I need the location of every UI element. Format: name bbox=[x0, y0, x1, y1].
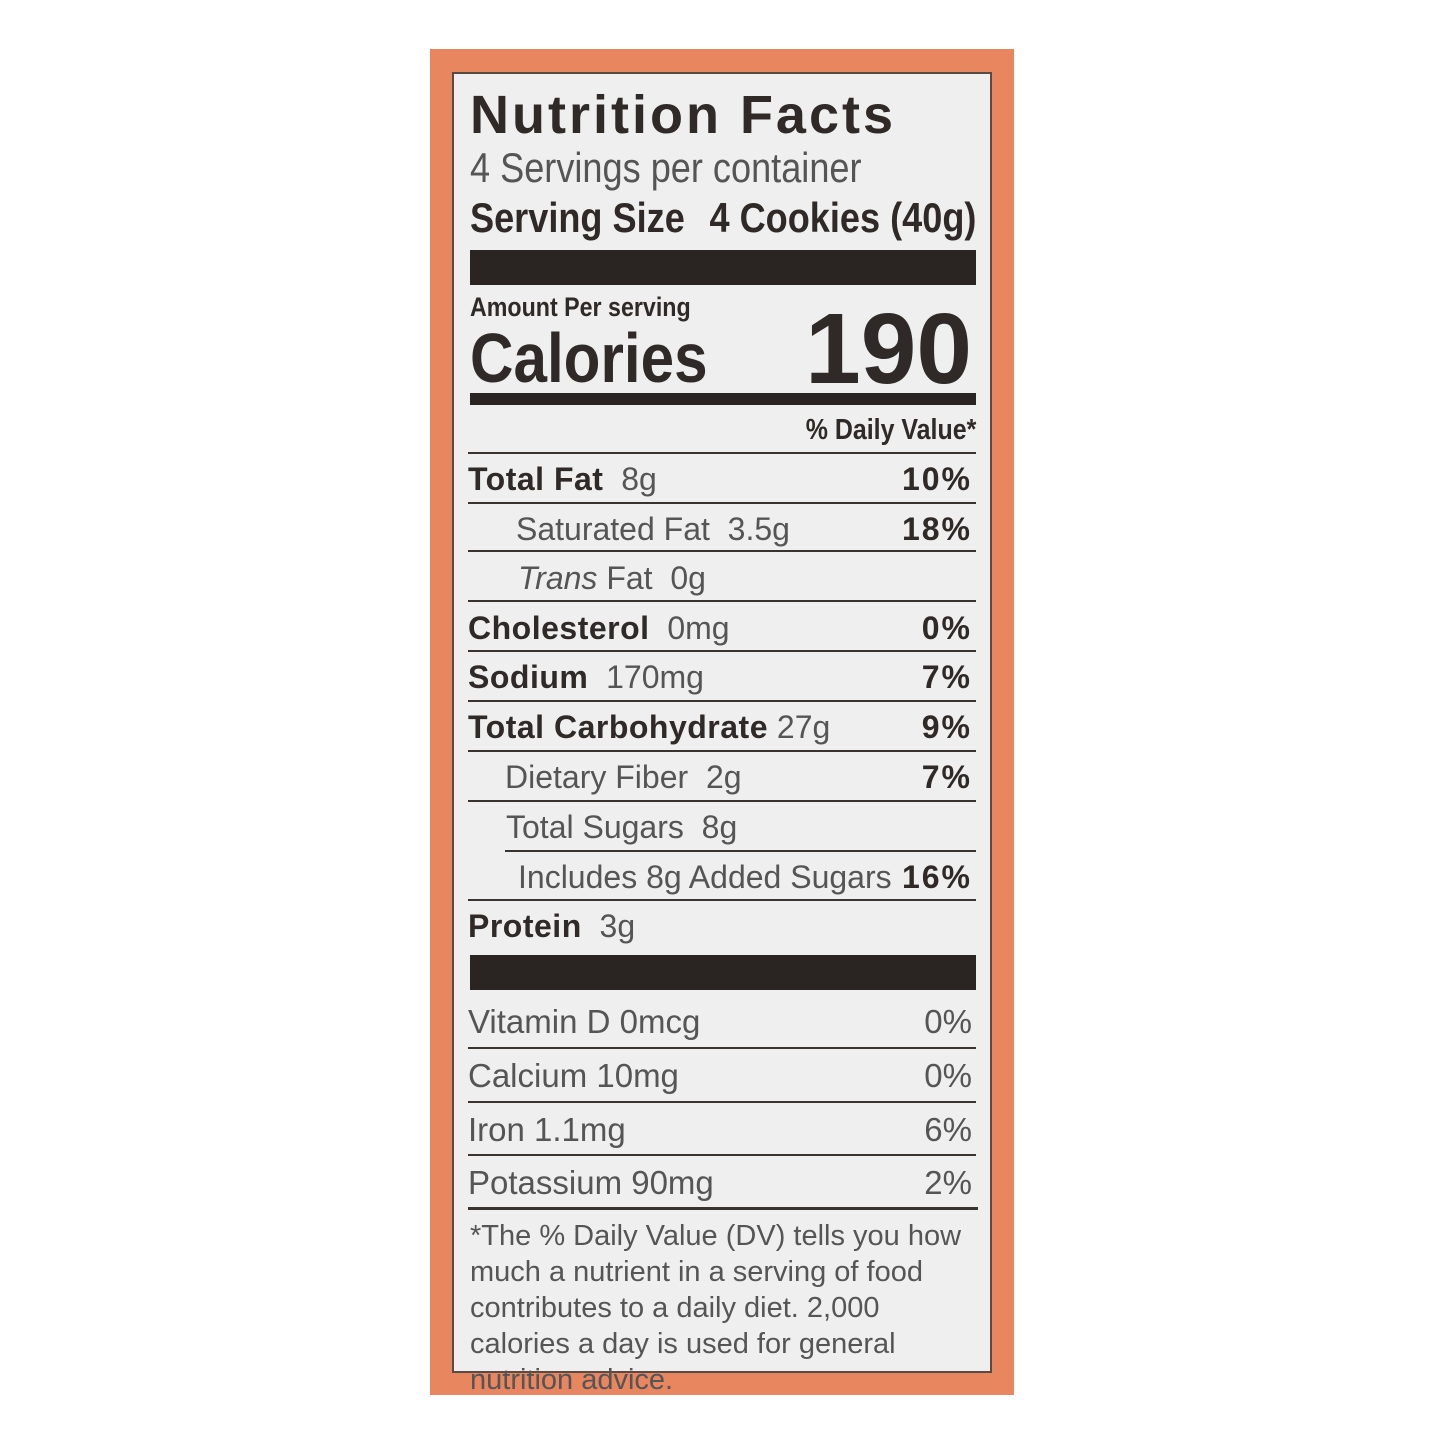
nutrient-name: Saturated Fat bbox=[516, 511, 710, 547]
vitamin-dv: 0% bbox=[924, 1057, 972, 1094]
thick-divider bbox=[470, 955, 976, 990]
daily-value-header: % Daily Value* bbox=[778, 414, 976, 447]
nutrient-amount: 8g bbox=[701, 809, 738, 845]
divider bbox=[468, 1047, 976, 1049]
vitamin-dv: 2% bbox=[924, 1164, 972, 1201]
nutrient-amount: 3.5g bbox=[727, 511, 790, 547]
nutrient-row-total-carbohydrate: Total Carbohydrate 27g 9% bbox=[468, 704, 972, 750]
nutrient-name: Trans Fat bbox=[468, 560, 653, 596]
nutrient-row-trans-fat: Trans Fat 0g bbox=[468, 555, 972, 601]
nutrient-dv: 18% bbox=[901, 511, 972, 547]
calories-label: Calories bbox=[470, 318, 746, 398]
nutrient-name: Protein bbox=[468, 908, 582, 944]
thick-divider bbox=[470, 250, 976, 285]
amount-text: Amount Per serving bbox=[470, 292, 691, 322]
nutrient-amount: 2g bbox=[705, 759, 742, 795]
nutrient-amount: 8g bbox=[621, 461, 657, 497]
nutrient-dv: 7% bbox=[921, 659, 972, 695]
vitamin-row-calcium: Calcium 10mg 0% bbox=[468, 1053, 974, 1099]
serving-size-label: Serving Size bbox=[470, 194, 685, 241]
nutrient-row-cholesterol: Cholesterol 0mg 0% bbox=[468, 605, 972, 651]
nutrient-row-dietary-fiber: Dietary Fiber 2g 7% bbox=[468, 754, 972, 800]
divider bbox=[468, 800, 976, 802]
servings-text: 4 Servings per container bbox=[470, 144, 862, 191]
nutrient-amount: 0mg bbox=[667, 610, 730, 646]
nutrient-amount: 27g bbox=[776, 709, 831, 745]
nutrient-row-protein: Protein 3g bbox=[468, 903, 972, 949]
divider bbox=[468, 1207, 978, 1210]
divider bbox=[468, 502, 976, 504]
vitamin-name: Potassium 90mg bbox=[468, 1164, 714, 1201]
title: Nutrition Facts bbox=[470, 85, 897, 145]
nutrient-dv: 9% bbox=[921, 709, 972, 745]
serving-size-row: Serving Size 4 Cookies (40g) bbox=[470, 194, 976, 242]
vitamin-row-iron: Iron 1.1mg 6% bbox=[468, 1107, 974, 1153]
nutrient-name: Total Carbohydrate bbox=[468, 709, 768, 745]
nutrient-name: Total Sugars bbox=[506, 809, 684, 845]
nutrient-dv: 16% bbox=[901, 859, 972, 895]
divider bbox=[468, 550, 976, 552]
dv-text: % Daily Value* bbox=[805, 414, 976, 446]
nutrient-amount: 170mg bbox=[606, 659, 704, 695]
nutrient-row-total-sugars: Total Sugars 8g bbox=[468, 804, 972, 850]
nutrient-name: Dietary Fiber bbox=[505, 759, 689, 795]
nutrient-row-sodium: Sodium 170mg 7% bbox=[468, 654, 972, 700]
nutrient-row-total-fat: Total Fat 8g 10% bbox=[468, 456, 972, 502]
divider bbox=[468, 750, 976, 752]
divider bbox=[468, 1101, 976, 1103]
divider bbox=[468, 1154, 976, 1156]
nutrient-dv: 0% bbox=[921, 610, 972, 646]
vitamin-name: Vitamin D 0mcg bbox=[468, 1003, 701, 1040]
serving-size-value: 4 Cookies (40g) bbox=[709, 194, 976, 241]
nutrient-name: Total Fat bbox=[468, 461, 604, 497]
vitamin-row-potassium: Potassium 90mg 2% bbox=[468, 1160, 974, 1206]
nutrient-name: Cholesterol bbox=[468, 610, 650, 646]
divider bbox=[505, 850, 976, 852]
amount-per-serving: Amount Per serving bbox=[470, 292, 727, 323]
vitamin-name: Iron 1.1mg bbox=[468, 1111, 626, 1148]
nutrient-row-saturated-fat: Saturated Fat 3.5g 18% bbox=[468, 506, 972, 552]
divider bbox=[468, 700, 976, 702]
divider bbox=[468, 600, 976, 602]
nutrient-dv: 7% bbox=[921, 759, 972, 795]
footnote: *The % Daily Value (DV) tells you how mu… bbox=[470, 1220, 962, 1396]
divider bbox=[468, 650, 976, 652]
nutrient-row-added-sugars: Includes 8g Added Sugars 16% bbox=[468, 854, 972, 900]
trans-italic: Trans bbox=[518, 560, 598, 596]
divider bbox=[468, 899, 976, 901]
nutrient-amount: 3g bbox=[599, 908, 636, 944]
vitamin-dv: 0% bbox=[924, 1003, 972, 1040]
calories-value: 190 bbox=[805, 293, 972, 405]
nutrition-panel bbox=[452, 72, 992, 1373]
vitamin-row-vitamin-d: Vitamin D 0mcg 0% bbox=[468, 999, 974, 1045]
vitamin-name: Calcium 10mg bbox=[468, 1057, 679, 1094]
fat-text: Fat bbox=[597, 560, 653, 596]
calories-text: Calories bbox=[470, 319, 708, 397]
medium-divider bbox=[470, 393, 976, 405]
divider bbox=[468, 452, 976, 454]
servings-per-container: 4 Servings per container bbox=[470, 144, 925, 192]
nutrient-name: Includes 8g Added Sugars bbox=[518, 859, 892, 895]
nutrient-dv: 10% bbox=[901, 461, 972, 497]
nutrient-amount: 0g bbox=[670, 560, 706, 596]
vitamin-dv: 6% bbox=[924, 1111, 972, 1148]
nutrient-name: Sodium bbox=[468, 659, 589, 695]
